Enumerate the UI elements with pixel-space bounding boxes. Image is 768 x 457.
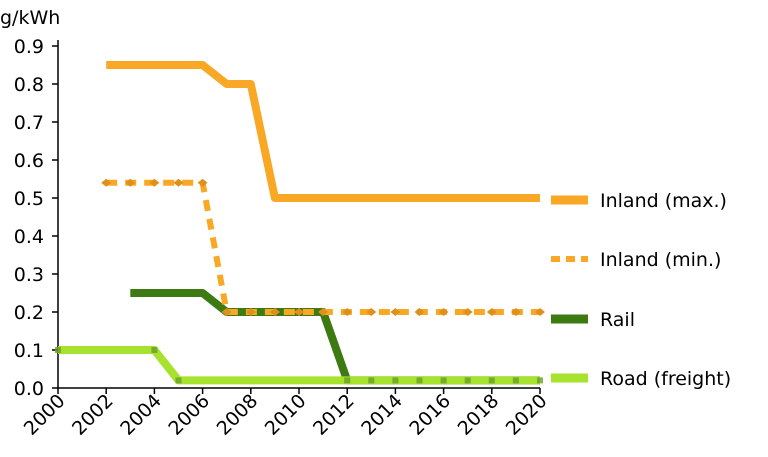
series-group xyxy=(55,61,545,385)
data-point xyxy=(55,347,61,353)
y-tick-label: 0.6 xyxy=(14,150,44,172)
data-point xyxy=(221,308,232,316)
y-tick-label: 0.4 xyxy=(14,226,44,248)
y-ticks: 0.0 0.1 0.2 0.3 0.4 0.5 0.6 0.7 0.8 0.9 xyxy=(14,36,58,400)
data-point xyxy=(173,178,184,187)
data-point xyxy=(462,308,473,316)
axes xyxy=(57,40,540,389)
x-tick-label: 2016 xyxy=(405,390,455,440)
data-point xyxy=(366,308,377,316)
x-tick-label: 2006 xyxy=(164,390,214,440)
y-tick-label: 0.3 xyxy=(14,264,44,286)
data-point xyxy=(368,377,375,384)
series-inland-min xyxy=(101,178,545,316)
data-point xyxy=(392,377,399,384)
x-tick-label: 2002 xyxy=(68,390,118,440)
series-rail xyxy=(130,289,540,385)
data-point xyxy=(125,178,136,187)
data-point xyxy=(535,308,545,316)
data-point xyxy=(344,377,351,384)
data-point xyxy=(486,308,497,316)
y-tick-label: 0.2 xyxy=(14,302,44,324)
legend-label: Inland (max.) xyxy=(600,190,727,212)
x-ticks: 2000200220042006200820102012201420162018… xyxy=(20,388,552,440)
series-line xyxy=(130,289,540,385)
data-point xyxy=(440,377,447,384)
data-point xyxy=(151,347,158,353)
legend: Inland (max.) Inland (min.) Rail Road (frei… xyxy=(551,190,731,390)
data-point xyxy=(101,178,112,187)
data-point xyxy=(342,308,353,316)
x-tick-label: 2008 xyxy=(213,390,263,440)
data-point xyxy=(537,377,543,384)
series-line xyxy=(58,346,540,385)
x-tick-label: 2004 xyxy=(116,390,166,440)
series-road-freight xyxy=(55,346,543,385)
data-point xyxy=(149,178,160,187)
data-point xyxy=(488,377,495,384)
x-tick-label: 2018 xyxy=(454,390,504,440)
data-point xyxy=(438,308,449,316)
series-line xyxy=(106,61,540,202)
data-point xyxy=(294,308,304,316)
y-tick-label: 0.1 xyxy=(14,340,44,362)
x-tick-label: 2012 xyxy=(309,390,359,440)
x-tick-label: 2014 xyxy=(357,390,407,440)
data-point xyxy=(175,377,182,384)
y-axis-label: g/kWh xyxy=(0,7,60,29)
data-point xyxy=(464,377,471,384)
series-inland-max xyxy=(106,61,540,202)
data-point xyxy=(245,308,256,316)
legend-label: Road (freight) xyxy=(600,368,731,390)
data-point xyxy=(390,308,401,316)
data-point xyxy=(416,377,423,384)
data-point xyxy=(318,308,329,316)
data-point xyxy=(269,308,280,316)
y-tick-label: 0.9 xyxy=(14,36,44,58)
legend-label: Rail xyxy=(600,309,635,331)
legend-label: Inland (min.) xyxy=(600,249,721,271)
data-point xyxy=(197,178,208,187)
x-tick-label: 2020 xyxy=(502,390,552,440)
y-tick-label: 0.8 xyxy=(14,74,44,96)
y-tick-label: 0.5 xyxy=(14,188,44,210)
y-tick-label: 0.7 xyxy=(14,112,44,134)
y-tick-label: 0.0 xyxy=(14,378,44,400)
data-point xyxy=(512,377,519,384)
data-point xyxy=(414,308,425,316)
x-tick-label: 2010 xyxy=(261,390,311,440)
data-point xyxy=(510,308,521,316)
